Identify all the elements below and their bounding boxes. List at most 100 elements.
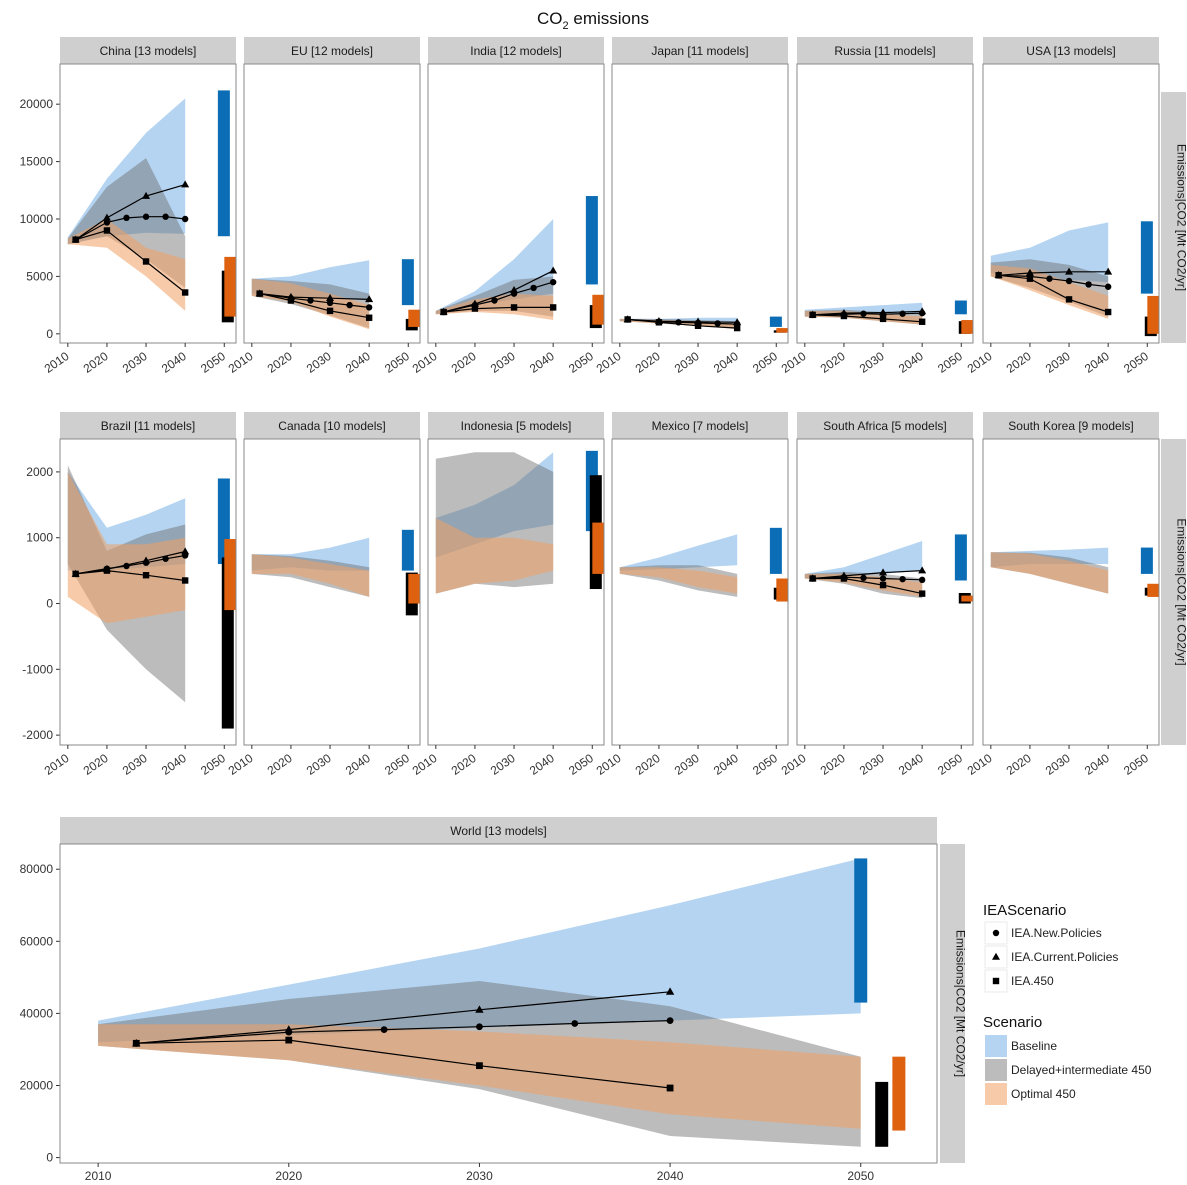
iea-point-new-policies [571,1020,579,1027]
x-tick-label: 2010 [226,349,256,376]
iea-point-ia450 [879,315,887,323]
x-tick-label: 2030 [672,751,702,778]
facet-title: USA [13 models] [1026,44,1115,58]
figure-title-subscript: 2 [563,20,569,32]
plot-content [435,450,604,594]
facet-panel: Russia [11 models] 2010 2020 2030 2040 2050 [779,37,974,376]
iea-point-new-policies [142,213,150,220]
plot-frame [796,63,974,344]
iea-point-ia450 [733,324,741,332]
iea-point-current-policies [326,294,335,302]
iea-point-current-policies [918,307,927,315]
legend-label-iea: IEA.New.Policies [1011,926,1102,940]
iea-point-current-policies [284,1025,293,1033]
x-tick-label: 2020 [633,751,663,778]
facet-panel: Brazil [11 models] 2010 2020 2030 2040 2050 [42,412,237,778]
iea-point-ia450 [476,1062,483,1070]
iea-point-ia450 [72,570,79,578]
facet-panel: India [12 models] 2010 2020 2030 2040 2050 [410,37,605,376]
x-tick-label: 2050 [382,751,412,778]
band-baseline [619,534,738,571]
bar-2050-optimal-450 [961,595,973,602]
iea-point-ia450 [142,572,150,579]
x-tick-label: 2030 [1043,349,1073,376]
iea-point-new-policies [365,304,373,311]
iea-point-ia450 [549,304,557,311]
iea-point-new-policies [860,574,867,582]
bar-2050-optimal-450 [1147,295,1159,334]
facet-title: World [13 models] [450,824,547,838]
legend-swatch-bg [985,1035,1007,1057]
x-tick-label: 2010 [85,1169,112,1183]
x-tick-label: 2030 [857,349,887,376]
iea-line-ia450 [443,306,554,313]
x-tick-label: 2040 [527,349,557,376]
x-tick-label: 2010 [42,349,72,376]
band-baseline [98,858,861,1043]
bar-2050-optimal-450 [776,328,788,333]
iea-point-new-policies [162,555,169,562]
iea-line-current-policies [259,293,370,300]
y-tick-label: 0 [46,327,53,341]
x-tick-label: 2020 [818,349,848,376]
facet-strip [60,412,236,439]
x-tick-label: 2040 [896,349,926,376]
figure-title-rest: emissions [569,9,649,28]
bar-2050-optimal-450 [592,522,604,574]
legend-title-scenario: Scenario [983,1014,1042,1031]
y-label-strip [940,844,965,1163]
legend-swatch-delayed [985,1059,1007,1081]
iea-line-current-policies [443,270,554,313]
panel-row-top: 0 5000 10000 15000 20000 China [13 models] 201… [20,37,1187,376]
bar-2050-baseline [1140,547,1153,574]
y-tick-label: 5000 [26,269,53,283]
x-tick-label: 2010 [42,751,72,778]
facet-panel: Canada [10 models] 2010 2020 2030 2040 2050 [226,412,421,778]
facet-strip [244,37,420,64]
iea-point-ia450 [655,319,663,326]
iea-point-current-policies [181,547,190,555]
iea-point-ia450 [132,1039,140,1047]
plot-frame [59,438,237,746]
y-tick-label: 10000 [20,212,54,226]
facet-strip [244,412,420,439]
legend-swatch-optimal [985,1083,1007,1105]
iea-point-current-policies [879,308,888,316]
facet-panel: Japan [11 models] 2010 2020 2030 2040 2050 [594,37,789,376]
x-tick-label: 2020 [81,349,111,376]
iea-point-ia450 [365,314,373,321]
x-tick-label: 2050 [750,349,780,376]
iea-point-new-policies [326,299,334,307]
bar-2050-baseline [769,527,782,574]
iea-point-new-policies [530,284,537,292]
plot-content [990,547,1159,597]
iea-point-current-policies [879,568,888,576]
bar-2050-baseline [401,529,414,571]
bar-2050-optimal-450 [1147,583,1159,597]
x-tick-label: 2030 [488,751,518,778]
x-tick-label: 2010 [410,751,440,778]
iea-line-new-policies [259,293,370,308]
facet-strip [797,37,973,64]
y-tick-label: 0 [46,597,53,611]
band-optimal-450 [98,1024,861,1129]
plot-background [797,64,973,343]
iea-line-new-policies [812,312,923,316]
x-tick-label: 2020 [633,349,663,376]
plot-content [98,858,906,1147]
plot-frame [982,438,1160,746]
legend-label-scenario: Delayed+intermediate 450 [1011,1063,1152,1077]
iea-point-new-policies [860,310,867,317]
plot-content [67,90,236,323]
x-tick-label: 2050 [1121,349,1151,376]
iea-point-current-policies [510,285,519,293]
iea-point-ia450 [256,290,263,297]
iea-line-ia450 [75,569,186,582]
band-optimal-450 [435,293,554,320]
bar-2050-optimal-450 [892,1056,906,1131]
iea-point-new-policies [491,297,498,304]
band-baseline [804,541,923,579]
bar-2050-baseline [217,90,230,237]
legend-key-square-icon [992,977,1000,985]
iea-point-new-policies [123,214,130,222]
